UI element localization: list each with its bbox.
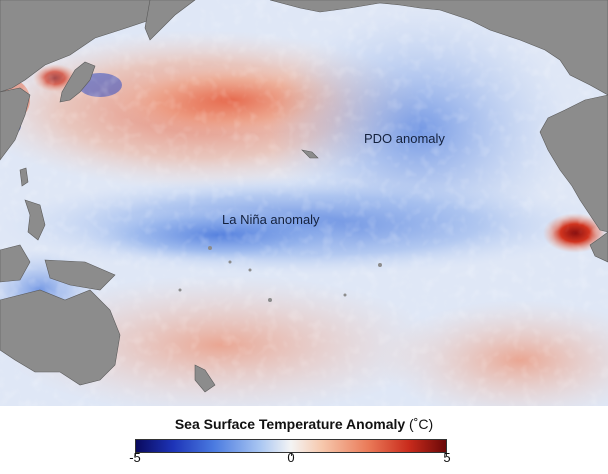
- land-masses: [0, 0, 608, 393]
- islands: [178, 246, 382, 302]
- la-nina-anomaly-label: La Niña anomaly: [222, 212, 320, 227]
- island: [378, 263, 382, 267]
- land-philippines: [24, 199, 46, 241]
- island: [248, 268, 252, 272]
- legend: Sea Surface Temperature Anomaly (˚C) -5 …: [0, 406, 608, 474]
- tick-label-max: 5: [443, 450, 451, 465]
- tick-label-min: -5: [129, 450, 141, 465]
- land-australia: [0, 289, 121, 386]
- island: [268, 298, 272, 302]
- legend-unit: (˚C): [409, 416, 434, 432]
- land-taiwan: [19, 167, 29, 187]
- tick-mark-max: [446, 453, 447, 456]
- tick-mark-min: [135, 453, 136, 456]
- land-borneo: [0, 244, 31, 283]
- land-japan: [59, 61, 96, 103]
- tick-mark-zero: [291, 453, 292, 456]
- island: [208, 246, 212, 250]
- land-korea-china: [0, 87, 31, 161]
- island: [343, 293, 347, 297]
- land-hawaii: [301, 149, 319, 159]
- legend-title-text: Sea Surface Temperature Anomaly: [174, 416, 406, 432]
- colorbar: [135, 439, 447, 453]
- land-kamchatka: [144, 0, 196, 41]
- legend-title: Sea Surface Temperature Anomaly (˚C): [0, 416, 608, 432]
- land-new-guinea: [44, 259, 116, 291]
- tick-label-zero: 0: [287, 450, 295, 465]
- land-mexico: [589, 231, 608, 263]
- island: [178, 288, 182, 292]
- land-alaska: [269, 0, 608, 96]
- island: [228, 260, 232, 264]
- sst-anomaly-map: [0, 0, 608, 406]
- land-new-zealand: [194, 364, 216, 393]
- pdo-anomaly-label: PDO anomaly: [364, 131, 445, 146]
- land-north-america: [539, 94, 608, 233]
